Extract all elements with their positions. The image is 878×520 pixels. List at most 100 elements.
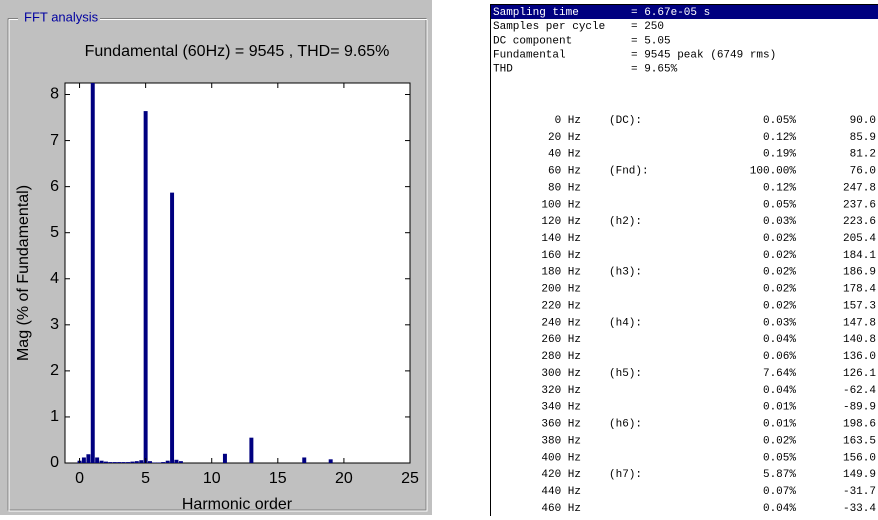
group-box-highlight: [8, 19, 428, 512]
row-frequency: 120 Hz: [541, 216, 581, 228]
bar: [165, 460, 170, 463]
row-magnitude: 0.19%: [763, 149, 796, 161]
header-key: Samples per cycle: [493, 21, 605, 33]
x-tick-label: 10: [203, 470, 221, 487]
row-label: (h3):: [609, 267, 642, 279]
y-tick-label: 4: [50, 270, 59, 287]
row-magnitude: 0.07%: [763, 486, 796, 498]
row-frequency: 320 Hz: [541, 385, 581, 397]
header-key: THD: [493, 64, 513, 76]
row-frequency: 260 Hz: [541, 334, 581, 346]
bar: [161, 462, 166, 463]
y-tick-label: 5: [50, 224, 59, 241]
row-frequency: 340 Hz: [541, 402, 581, 414]
bar: [156, 462, 161, 463]
row-label: (h7):: [609, 469, 642, 481]
row-frequency: 420 Hz: [541, 469, 581, 481]
bar: [134, 461, 139, 463]
bar: [139, 460, 144, 463]
header-value: = 5.05: [631, 35, 671, 47]
row-frequency: 20 Hz: [548, 132, 581, 144]
x-tick-label: 15: [269, 470, 287, 487]
bar: [81, 457, 86, 463]
row-phase: 136.0: [843, 351, 876, 363]
row-phase: 157.3: [843, 300, 876, 312]
row-frequency: 40 Hz: [548, 149, 581, 161]
bar: [302, 457, 307, 463]
row-phase: 186.9: [843, 267, 876, 279]
bar: [117, 462, 122, 463]
row-phase: -89.9: [843, 402, 876, 414]
row-phase: 90.0: [850, 115, 876, 127]
row-frequency: 180 Hz: [541, 267, 581, 279]
row-label: (h2):: [609, 216, 642, 228]
bar: [86, 454, 91, 463]
row-magnitude: 0.02%: [763, 233, 796, 245]
row-phase: 147.8: [843, 317, 876, 329]
row-label: (Fnd):: [609, 166, 649, 178]
x-axis-label: Harmonic order: [182, 496, 293, 513]
bar: [328, 459, 333, 463]
y-tick-label: 1: [50, 408, 59, 425]
header-key: Fundamental: [493, 50, 566, 62]
bar: [103, 461, 108, 463]
row-frequency: 440 Hz: [541, 486, 581, 498]
row-magnitude: 0.03%: [763, 317, 796, 329]
y-tick-label: 2: [50, 362, 59, 379]
bar: [148, 461, 152, 463]
row-phase: 178.4: [843, 284, 876, 296]
row-label: (DC):: [609, 115, 642, 127]
row-frequency: 220 Hz: [541, 300, 581, 312]
header-value: = 6.67e-05 s: [631, 7, 710, 19]
header-key: Sampling time: [493, 7, 579, 19]
chart: FFT analysis Fundamental (60Hz) = 9545 ,…: [7, 9, 428, 513]
bar: [90, 83, 95, 463]
header-value: = 250: [631, 21, 664, 33]
header-value: = 9.65%: [631, 64, 678, 76]
row-magnitude: 0.12%: [763, 132, 796, 144]
header-value: = 9545 peak (6749 rms): [631, 50, 776, 62]
row-frequency: 460 Hz: [541, 503, 581, 515]
row-magnitude: 0.02%: [763, 267, 796, 279]
row-phase: 223.6: [843, 216, 876, 228]
row-phase: 81.2: [850, 149, 876, 161]
row-magnitude: 100.00%: [750, 166, 797, 178]
row-magnitude: 0.02%: [763, 435, 796, 447]
row-phase: 76.0: [850, 166, 876, 178]
x-tick-label: 5: [141, 470, 150, 487]
bar: [121, 462, 126, 463]
listing: Sampling time = 6.67e-05 s Samples per cyc…: [491, 5, 878, 515]
row-frequency: 400 Hz: [541, 452, 581, 464]
row-magnitude: 7.64%: [763, 368, 796, 380]
row-magnitude: 0.02%: [763, 284, 796, 296]
row-phase: -31.7: [843, 486, 876, 498]
row-frequency: 240 Hz: [541, 317, 581, 329]
row-phase: 149.9: [843, 469, 876, 481]
row-magnitude: 0.03%: [763, 216, 796, 228]
row-label: (h4):: [609, 317, 642, 329]
chart-title: Fundamental (60Hz) = 9545 , THD= 9.65%: [85, 43, 390, 60]
y-tick-label: 6: [50, 178, 59, 195]
row-magnitude: 0.01%: [763, 419, 796, 431]
row-frequency: 300 Hz: [541, 368, 581, 380]
row-frequency: 100 Hz: [541, 199, 581, 211]
listing-panel: Sampling time = 6.67e-05 s Samples per cyc…: [490, 4, 878, 516]
row-frequency: 60 Hz: [548, 166, 581, 178]
selection-highlight: [491, 5, 878, 19]
row-magnitude: 0.04%: [763, 334, 796, 346]
row-phase: 198.6: [843, 419, 876, 431]
row-magnitude: 0.05%: [763, 452, 796, 464]
row-magnitude: 0.12%: [763, 182, 796, 194]
bar: [152, 462, 157, 463]
bar: [143, 111, 148, 463]
bar: [108, 462, 113, 463]
row-frequency: 360 Hz: [541, 419, 581, 431]
y-tick-label: 8: [50, 86, 59, 103]
row-frequency: 80 Hz: [548, 182, 581, 194]
bar: [99, 460, 104, 463]
row-phase: 156.0: [843, 452, 876, 464]
row-frequency: 280 Hz: [541, 351, 581, 363]
row-magnitude: 5.87%: [763, 469, 796, 481]
bar: [222, 453, 227, 463]
